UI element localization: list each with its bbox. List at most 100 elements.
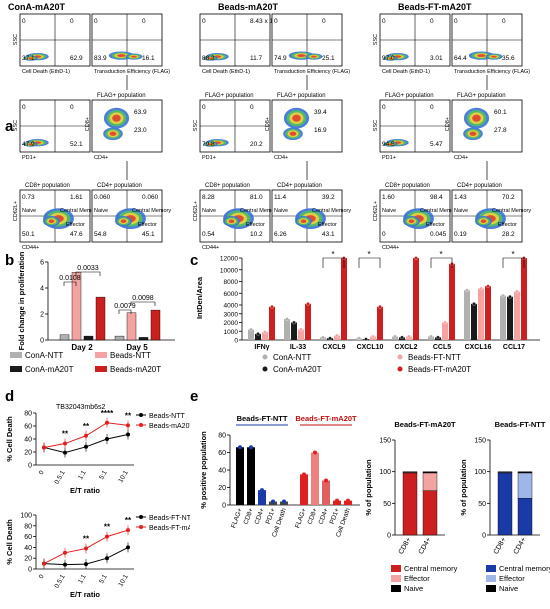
gate-name: Naive (202, 208, 216, 214)
panel-e-charts: 0 20 40 60 80 % positive population Beads-FT-N… (199, 414, 550, 593)
flow-axis-label: CD44+ (382, 245, 399, 250)
density-blob (208, 57, 213, 60)
flow-axis-label: SSC (373, 34, 379, 45)
c-tick-label: 3000 (224, 311, 239, 318)
density-blob (292, 114, 301, 122)
quadrant-value: 47.6 (70, 231, 83, 238)
d-bottom-sig: ** (83, 534, 90, 543)
gate-value: 16.9 (314, 127, 327, 134)
quadrant-value: 0 (22, 104, 26, 111)
e-middle-bar-segment (422, 490, 438, 536)
flow-axis-label: CD62L+ (373, 201, 379, 221)
flow-axis-label: PD1+ (202, 155, 216, 161)
c-point (515, 289, 519, 294)
c-category-label: IFNγ (254, 344, 269, 351)
gate-title: CD8+ population (385, 183, 430, 189)
quadrant-value: 1.61 (70, 194, 83, 201)
e-middle-y-label: % of population (364, 459, 373, 516)
d-bottom-point (105, 534, 109, 539)
e-left-bar (333, 500, 341, 505)
flow-axis-label: Transduction Efficiency (FLAG) (454, 69, 530, 75)
c-point (414, 256, 418, 260)
c-bar (500, 295, 506, 340)
flow-axis-label: CD4+ (94, 155, 108, 161)
c-point (407, 334, 411, 339)
d-bottom-x-tick-label: 10:1 (117, 573, 130, 588)
c-category-label: CXCL10 (357, 344, 384, 351)
quadrant-value: 0.19 (454, 231, 467, 238)
d-top-y-label: % Cell Death (5, 416, 14, 462)
d-bottom-tick-label: 20 (24, 556, 32, 563)
e-left-bar (300, 474, 308, 505)
c-bar (478, 288, 484, 340)
c-point (393, 334, 397, 339)
b-bracket (75, 271, 101, 276)
c-point (378, 305, 382, 309)
b-legend-label: Beads-NTT (110, 351, 151, 360)
flow-axis-label: CD8+ (85, 117, 91, 131)
e-middle-legend-swatch (391, 575, 401, 582)
d-bottom-x-tick-label: 5:1 (98, 573, 109, 585)
d-top-point (63, 450, 67, 455)
flow-axis-label: PD1+ (22, 155, 36, 161)
c-category-label: CXCL9 (323, 344, 346, 351)
c-sig: * (367, 250, 370, 259)
density-blob (388, 143, 393, 146)
c-tick-label: 12000 (220, 256, 238, 263)
c-point (292, 320, 296, 325)
e-left-bar (344, 500, 352, 505)
e-middle-legend-label: Effector (404, 574, 430, 583)
gate-name: Naive (274, 208, 288, 214)
c-bar (269, 306, 275, 340)
d-top-x-tick-label: 1:1 (77, 469, 88, 481)
quadrant-value: 0.060 (142, 194, 159, 201)
e-middle-bar-segment (402, 472, 418, 536)
d-top-x-tick-label: 5:1 (98, 469, 109, 481)
c-legend-marker (397, 354, 403, 360)
e-left-point (238, 445, 242, 450)
b-bar (138, 337, 149, 341)
d-bottom-sig: ** (125, 516, 132, 525)
e-left-bar (247, 447, 255, 505)
c-tick-label: 1000 (224, 329, 239, 336)
c-legend-label: ConA-NTT (273, 353, 311, 362)
quadrant-value: 28.2 (502, 231, 515, 238)
panel-a-header: ConA-mA20T (8, 2, 66, 12)
c-point (472, 302, 476, 306)
d-top-sig: ** (83, 422, 90, 431)
c-tick-label: 0 (234, 338, 238, 345)
quadrant-value: 8.28 (202, 194, 215, 201)
quadrant-value: 0.045 (430, 231, 447, 238)
gate-name: Effector (138, 222, 157, 228)
quadrant-value: 8.43 x 10⁻³ (250, 18, 283, 25)
c-category-label: CCL5 (433, 344, 451, 351)
c-legend-label: ConA-mA20T (273, 365, 322, 374)
panel-b-chart: 0 2 4 6 Fold change in proliferation Day 2 Day… (10, 251, 175, 374)
panel-letter-c: c (190, 252, 199, 269)
quadrant-value: 1.60 (382, 194, 395, 201)
density-blob (477, 54, 486, 58)
d-top-x-tick-label: 0 (38, 469, 46, 476)
panel-letter-a: a (5, 118, 14, 135)
density-blob (300, 219, 307, 223)
c-bar (442, 322, 448, 340)
quadrant-value: 37.1 (22, 55, 35, 62)
gate-name: Effector (498, 222, 517, 228)
density-blob (117, 54, 126, 58)
quadrant-value: 0 (202, 18, 206, 25)
quadrant-value: 50.1 (22, 231, 35, 238)
d-top-tick-label: 40 (24, 437, 32, 444)
quadrant-value: 5.47 (430, 141, 443, 148)
e-middle-title: Beads-FT-mA20T (394, 420, 456, 429)
d-top-point (105, 437, 109, 441)
d-top-tick-label: 0 (28, 463, 32, 470)
d-top-sig: ** (62, 430, 69, 439)
b-legend-swatch (10, 352, 22, 358)
c-point (321, 335, 325, 340)
e-left-tick-label: 80 (218, 433, 226, 440)
quadrant-value: 0 (430, 104, 434, 111)
b-bar (59, 334, 70, 341)
e-left-point (302, 472, 306, 477)
gate-value: 27.8 (494, 127, 507, 134)
c-bar (514, 291, 520, 340)
